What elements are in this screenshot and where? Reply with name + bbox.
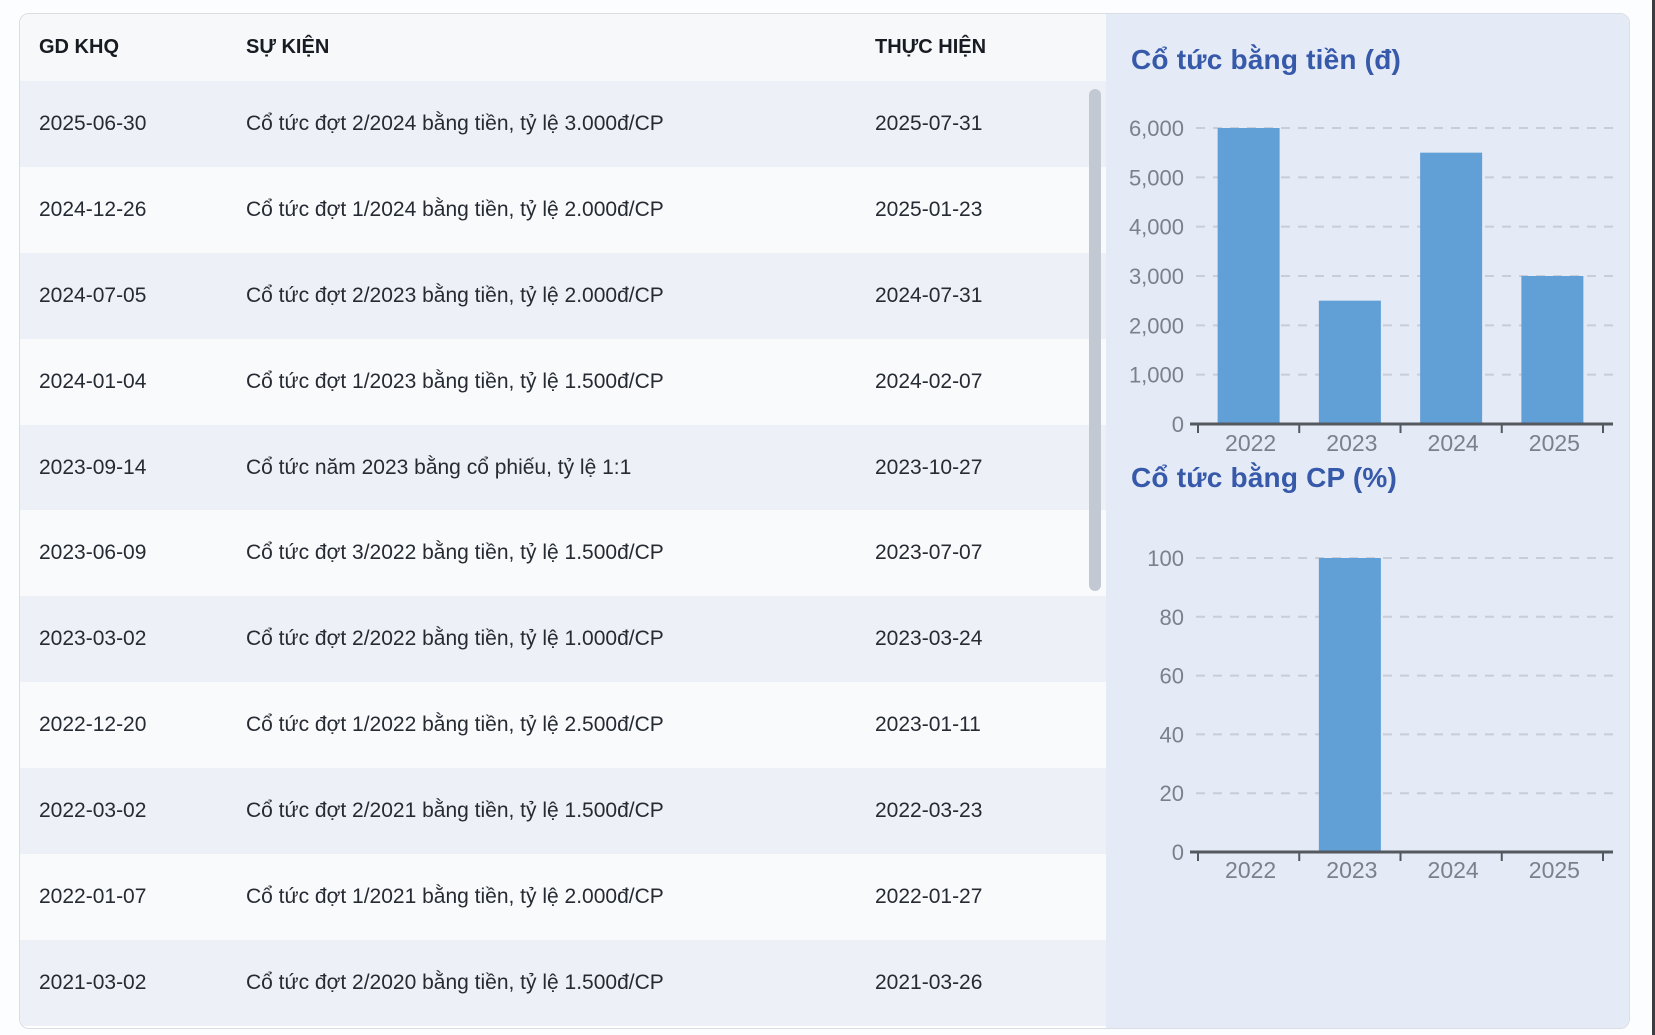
cell-thuc-hien: 2023-01-11 [875,713,981,737]
cell-gd-khq: 2023-06-09 [39,541,147,565]
stock-dividend-chart-title: Cổ tức bằng CP (%) [1131,462,1398,493]
x-axis-tick-label: 2024 [1428,857,1479,883]
table-row: 2022-03-02 Cổ tức đợt 2/2021 bằng tiền, t… [20,768,1106,855]
table-row: 2023-09-14 Cổ tức năm 2023 bằng cổ phiếu,… [20,424,1106,511]
table-row: 2023-03-02 Cổ tức đợt 2/2022 bằng tiền, t… [20,596,1106,683]
y-axis-tick-label: 60 [1160,664,1184,689]
cell-su-kien: Cổ tức đợt 2/2023 bằng tiền, tỷ lệ 2.000… [246,283,664,307]
cell-gd-khq: 2024-12-26 [39,197,147,221]
y-axis-tick-label: 80 [1160,605,1184,630]
cell-su-kien: Cổ tức đợt 1/2024 bằng tiền, tỷ lệ 2.000… [246,197,664,221]
cell-su-kien: Cổ tức đợt 2/2022 bằng tiền, tỷ lệ 1.000… [246,627,664,651]
cell-thuc-hien: 2021-03-26 [875,970,983,994]
y-axis-tick-label: 1,000 [1129,363,1184,388]
cell-gd-khq: 2023-03-02 [39,627,147,651]
y-axis-tick-label: 3,000 [1129,264,1184,289]
cell-thuc-hien: 2023-07-07 [875,541,983,565]
cell-su-kien: Cổ tức đợt 3/2022 bằng tiền, tỷ lệ 1.500… [246,541,664,565]
window-edge-strip [1652,0,1655,1035]
y-axis-tick-label: 100 [1147,546,1184,571]
dividend-table: GD KHQ SỰ KIỆN THỰC HIỆN 2025-06-30 Cổ tứ… [20,14,1106,1028]
cell-su-kien: Cổ tức đợt 2/2020 bằng tiền, tỷ lệ 1.500… [246,970,664,994]
cell-gd-khq: 2023-09-14 [39,455,147,479]
cell-gd-khq: 2022-12-20 [39,713,147,737]
cell-gd-khq: 2024-01-04 [39,369,147,393]
cell-thuc-hien: 2023-10-27 [875,455,983,479]
cell-thuc-hien: 2025-07-31 [875,111,983,135]
y-axis-tick-label: 6,000 [1129,116,1184,141]
cell-gd-khq: 2025-06-30 [39,111,147,135]
x-axis-tick-label: 2022 [1225,430,1276,456]
table-row: 2022-12-20 Cổ tức đợt 1/2022 bằng tiền, t… [20,682,1106,769]
x-axis-tick-label: 2022 [1225,857,1276,883]
cell-thuc-hien: 2023-03-24 [875,627,983,651]
stock-dividend-bar-chart: 0 20 40 60 80 100 2022 2023 2024 2025 [1147,546,1621,883]
bar-2025 [1521,276,1584,424]
table-row: 2024-01-04 Cổ tức đợt 1/2023 bằng tiền, t… [20,338,1106,425]
charts-panel: Cổ tức bằng tiền (đ) 0 1,000 2,000 3,000 4,0… [1106,14,1629,1028]
x-axis-tick-label: 2025 [1529,857,1580,883]
cell-su-kien: Cổ tức đợt 1/2023 bằng tiền, tỷ lệ 1.500… [246,369,664,393]
y-axis-tick-label: 4,000 [1129,215,1184,240]
header-gd-khq: GD KHQ [39,36,119,58]
table-row: 2024-07-05 Cổ tức đợt 2/2023 bằng tiền, t… [20,252,1106,339]
cell-su-kien: Cổ tức năm 2023 bằng cổ phiếu, tỷ lệ 1:1 [246,455,632,479]
bar-2023 [1318,558,1381,852]
bar-2024 [1420,152,1483,424]
cell-thuc-hien: 2024-02-07 [875,369,983,393]
cell-su-kien: Cổ tức đợt 2/2024 bằng tiền, tỷ lệ 3.000… [246,111,664,135]
y-axis-tick-label: 5,000 [1129,165,1184,190]
table-header-row: GD KHQ SỰ KIỆN THỰC HIỆN [20,14,1106,82]
table-scrollbar-thumb[interactable] [1089,89,1101,591]
header-thuc-hien: THỰC HIỆN [875,36,987,58]
cell-thuc-hien: 2022-01-27 [875,884,983,908]
cell-su-kien: Cổ tức đợt 1/2022 bằng tiền, tỷ lệ 2.500… [246,713,664,737]
cash-dividend-chart-title: Cổ tức bằng tiền (đ) [1131,44,1402,75]
cell-su-kien: Cổ tức đợt 1/2021 bằng tiền, tỷ lệ 2.000… [246,884,664,908]
table-row: 2022-01-07 Cổ tức đợt 1/2021 bằng tiền, t… [20,854,1106,940]
table-row: 2023-06-09 Cổ tức đợt 3/2022 bằng tiền, t… [20,510,1106,597]
cell-thuc-hien: 2022-03-23 [875,799,983,823]
table-row: 2021-03-02 Cổ tức đợt 2/2020 bằng tiền, t… [20,939,1106,1026]
bar-2023 [1318,300,1381,424]
cash-dividend-bar-chart: 0 1,000 2,000 3,000 4,000 5,000 6,000 2022 2023 2… [1129,116,1621,456]
header-su-kien: SỰ KIỆN [246,36,330,58]
y-axis-tick-label: 40 [1160,722,1184,747]
x-axis-tick-label: 2025 [1529,430,1580,456]
cell-thuc-hien: 2024-07-31 [875,283,983,307]
y-axis-tick-label: 20 [1160,781,1184,806]
cell-thuc-hien: 2025-01-23 [875,197,983,221]
x-axis-tick-label: 2024 [1428,430,1479,456]
y-axis-tick-label: 2,000 [1129,313,1184,338]
cell-gd-khq: 2024-07-05 [39,283,147,307]
y-axis-tick-label: 0 [1172,840,1184,865]
table-row: 2025-06-30 Cổ tức đợt 2/2024 bằng tiền, t… [20,81,1106,167]
table-row: 2024-12-26 Cổ tức đợt 1/2024 bằng tiền, t… [20,166,1106,253]
bar-2022 [1217,128,1280,424]
dividend-card: GD KHQ SỰ KIỆN THỰC HIỆN 2025-06-30 Cổ tứ… [19,13,1630,1029]
cell-gd-khq: 2022-03-02 [39,799,147,823]
x-axis-tick-label: 2023 [1326,430,1377,456]
cell-gd-khq: 2021-03-02 [39,970,147,994]
cell-gd-khq: 2022-01-07 [39,884,147,908]
x-axis-tick-label: 2023 [1326,857,1377,883]
table-body[interactable]: 2025-06-30 Cổ tức đợt 2/2024 bằng tiền, t… [20,81,1106,1028]
cell-su-kien: Cổ tức đợt 2/2021 bằng tiền, tỷ lệ 1.500… [246,799,664,823]
y-axis-tick-label: 0 [1172,412,1184,437]
